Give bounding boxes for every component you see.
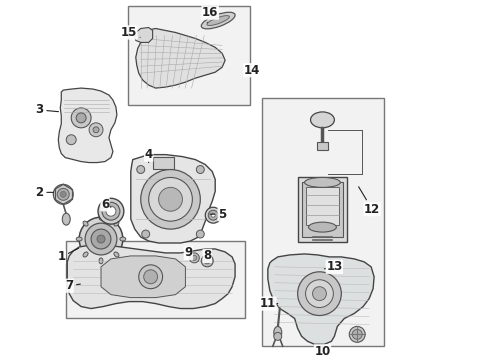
Circle shape bbox=[204, 258, 210, 264]
Text: 4: 4 bbox=[145, 148, 153, 163]
Circle shape bbox=[102, 202, 120, 220]
Text: 11: 11 bbox=[260, 297, 278, 310]
Circle shape bbox=[352, 329, 362, 339]
Ellipse shape bbox=[83, 221, 88, 226]
Ellipse shape bbox=[114, 252, 119, 257]
Polygon shape bbox=[136, 28, 225, 88]
Text: 16: 16 bbox=[202, 6, 219, 23]
Ellipse shape bbox=[311, 112, 334, 128]
Ellipse shape bbox=[309, 222, 336, 232]
Polygon shape bbox=[268, 254, 374, 344]
Circle shape bbox=[89, 123, 103, 137]
Circle shape bbox=[139, 265, 163, 289]
Ellipse shape bbox=[305, 177, 341, 188]
Ellipse shape bbox=[76, 237, 82, 241]
Circle shape bbox=[57, 188, 69, 200]
Ellipse shape bbox=[62, 213, 70, 225]
Text: 12: 12 bbox=[359, 187, 380, 216]
Bar bbox=[262, 98, 384, 346]
Bar bbox=[297, 177, 347, 242]
Text: 5: 5 bbox=[210, 208, 226, 221]
Circle shape bbox=[142, 230, 149, 238]
Circle shape bbox=[211, 213, 215, 217]
Circle shape bbox=[192, 255, 197, 260]
Circle shape bbox=[71, 108, 91, 128]
Polygon shape bbox=[58, 88, 117, 163]
Text: 6: 6 bbox=[101, 198, 111, 211]
Bar bbox=[66, 241, 245, 319]
Text: 14: 14 bbox=[244, 64, 260, 77]
Text: 7: 7 bbox=[65, 279, 80, 292]
Polygon shape bbox=[67, 245, 235, 309]
Circle shape bbox=[60, 192, 66, 197]
Circle shape bbox=[97, 235, 105, 243]
Ellipse shape bbox=[114, 221, 119, 226]
Circle shape bbox=[53, 184, 73, 204]
Circle shape bbox=[205, 207, 221, 223]
Circle shape bbox=[141, 170, 200, 229]
Ellipse shape bbox=[120, 237, 126, 241]
Text: 9: 9 bbox=[184, 247, 193, 260]
Circle shape bbox=[93, 127, 99, 133]
Circle shape bbox=[91, 229, 111, 249]
Ellipse shape bbox=[83, 252, 88, 257]
Text: 8: 8 bbox=[203, 249, 211, 262]
Circle shape bbox=[85, 223, 117, 255]
Circle shape bbox=[201, 255, 213, 267]
Polygon shape bbox=[131, 154, 215, 243]
Polygon shape bbox=[135, 27, 153, 42]
Circle shape bbox=[190, 253, 199, 263]
Circle shape bbox=[66, 135, 76, 145]
Bar bbox=[302, 183, 343, 237]
Text: 2: 2 bbox=[35, 186, 53, 199]
Circle shape bbox=[313, 287, 326, 301]
Text: 1: 1 bbox=[57, 248, 79, 264]
Ellipse shape bbox=[201, 12, 235, 29]
Ellipse shape bbox=[99, 258, 103, 264]
Circle shape bbox=[208, 210, 218, 220]
Circle shape bbox=[98, 198, 124, 224]
Circle shape bbox=[297, 272, 342, 315]
Circle shape bbox=[144, 270, 158, 284]
Ellipse shape bbox=[99, 214, 103, 220]
Circle shape bbox=[148, 177, 193, 221]
Text: 15: 15 bbox=[121, 26, 140, 39]
Circle shape bbox=[76, 113, 86, 123]
Text: 3: 3 bbox=[35, 103, 58, 116]
Circle shape bbox=[274, 332, 282, 340]
Bar bbox=[306, 188, 340, 225]
Ellipse shape bbox=[274, 327, 282, 338]
Circle shape bbox=[159, 188, 182, 211]
Circle shape bbox=[137, 166, 145, 174]
Polygon shape bbox=[101, 256, 185, 298]
Bar bbox=[128, 6, 250, 105]
Bar bbox=[153, 157, 174, 168]
Text: 13: 13 bbox=[324, 260, 343, 273]
Circle shape bbox=[79, 217, 123, 261]
Ellipse shape bbox=[207, 15, 229, 26]
Circle shape bbox=[196, 166, 204, 174]
Bar bbox=[317, 142, 328, 150]
Circle shape bbox=[349, 327, 365, 342]
Circle shape bbox=[196, 230, 204, 238]
Circle shape bbox=[106, 206, 116, 216]
Circle shape bbox=[306, 280, 333, 307]
Text: 10: 10 bbox=[314, 345, 331, 358]
